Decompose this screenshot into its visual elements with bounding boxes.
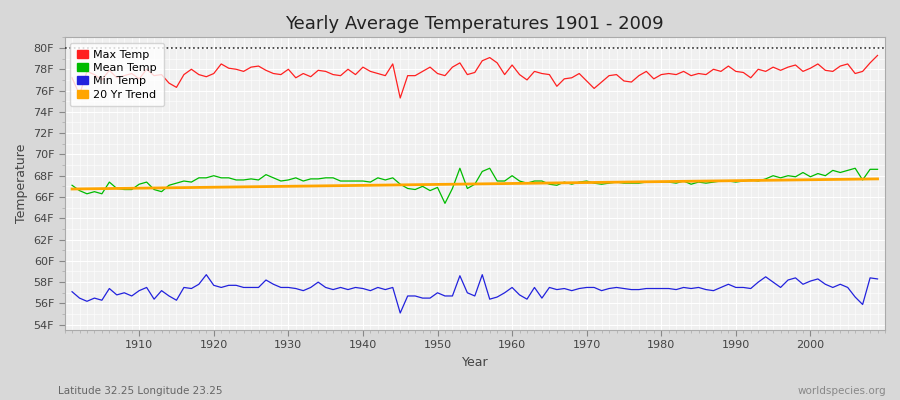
Text: Latitude 32.25 Longitude 23.25: Latitude 32.25 Longitude 23.25: [58, 386, 223, 396]
Legend: Max Temp, Mean Temp, Min Temp, 20 Yr Trend: Max Temp, Mean Temp, Min Temp, 20 Yr Tre…: [70, 43, 164, 106]
X-axis label: Year: Year: [462, 356, 488, 369]
Y-axis label: Temperature: Temperature: [15, 144, 28, 223]
Text: worldspecies.org: worldspecies.org: [798, 386, 886, 396]
Title: Yearly Average Temperatures 1901 - 2009: Yearly Average Temperatures 1901 - 2009: [285, 15, 664, 33]
